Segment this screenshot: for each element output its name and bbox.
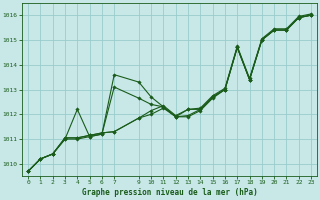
X-axis label: Graphe pression niveau de la mer (hPa): Graphe pression niveau de la mer (hPa) bbox=[82, 188, 258, 197]
